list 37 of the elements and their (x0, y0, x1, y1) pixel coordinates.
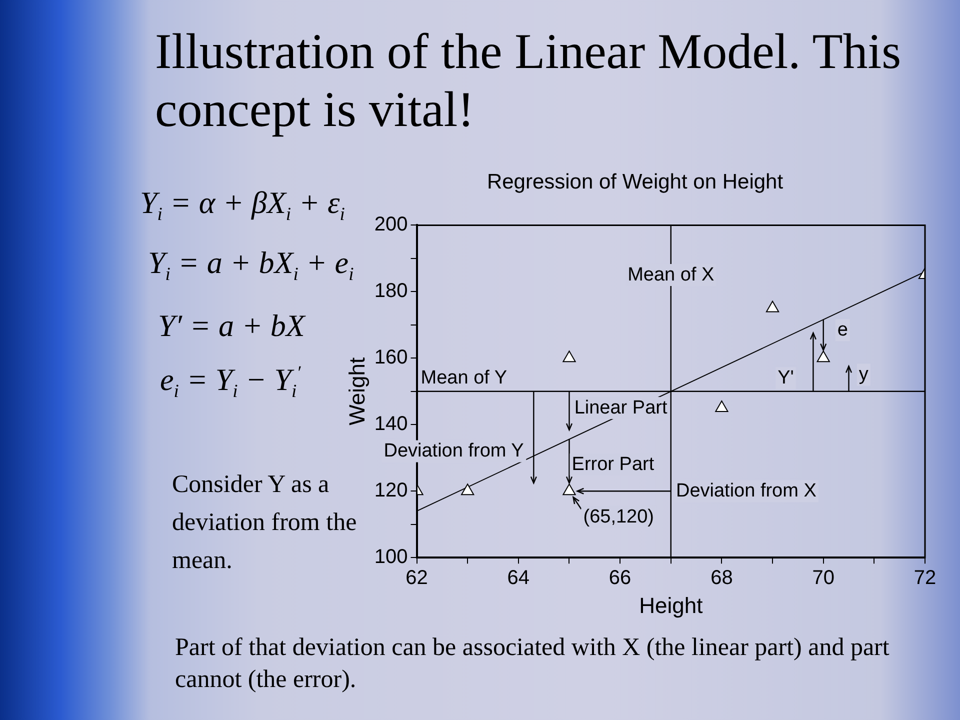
x-tick-label: 70 (812, 567, 834, 590)
x-tick-label: 62 (406, 567, 428, 590)
chart-subtitle: Regression of Weight on Height (486, 170, 784, 194)
x-tick-label: 66 (608, 567, 632, 590)
y-tick-label: 160 (374, 346, 408, 369)
annotation: Error Part (572, 454, 655, 475)
x-tick-label: 68 (710, 567, 733, 590)
text: Y$_{i}$ = a + bX$_{i}$ + e$_{i}$ (148, 245, 354, 286)
annotation: Linear Part (574, 397, 668, 418)
x-tick-label: 72 (914, 567, 936, 590)
annotation: Deviation from X (676, 480, 817, 502)
x-tick-label: 64 (507, 567, 530, 590)
text: Part of that deviation can be associated with X (the linear part) and part cannot (the error). (175, 633, 890, 695)
chart-title: Illustration of the Linear Model. This concept is vital! (155, 22, 902, 138)
annotation: Y' (778, 367, 794, 388)
annotation: (65,120) (583, 506, 654, 528)
point (562, 350, 576, 362)
point (816, 350, 830, 362)
annotation: Deviation from Y (384, 440, 524, 462)
text: Y$_{i}$ = α + βX$_{i}$ + ε$_{i}$ (140, 185, 345, 226)
point (461, 484, 474, 496)
y-tick-label: 140 (374, 413, 408, 436)
y-tick-label: 100 (374, 546, 408, 568)
y-axis-title: Weight (344, 357, 370, 426)
y-tick-label: 180 (374, 280, 408, 302)
text: Consider Y as a deviation from the mean. (172, 470, 357, 576)
ref-line-label: Mean of Y (420, 368, 508, 389)
point (562, 484, 576, 496)
point (766, 300, 780, 312)
annotation: y (858, 364, 869, 386)
point (715, 400, 728, 412)
annotation: e (837, 319, 848, 340)
x-axis-title: Height (639, 592, 703, 618)
text: Y′ = a + bX (158, 308, 305, 344)
ref-line-label: Mean of X (628, 264, 715, 286)
y-tick-label: 200 (374, 214, 408, 236)
y-tick-label: 120 (374, 480, 408, 502)
